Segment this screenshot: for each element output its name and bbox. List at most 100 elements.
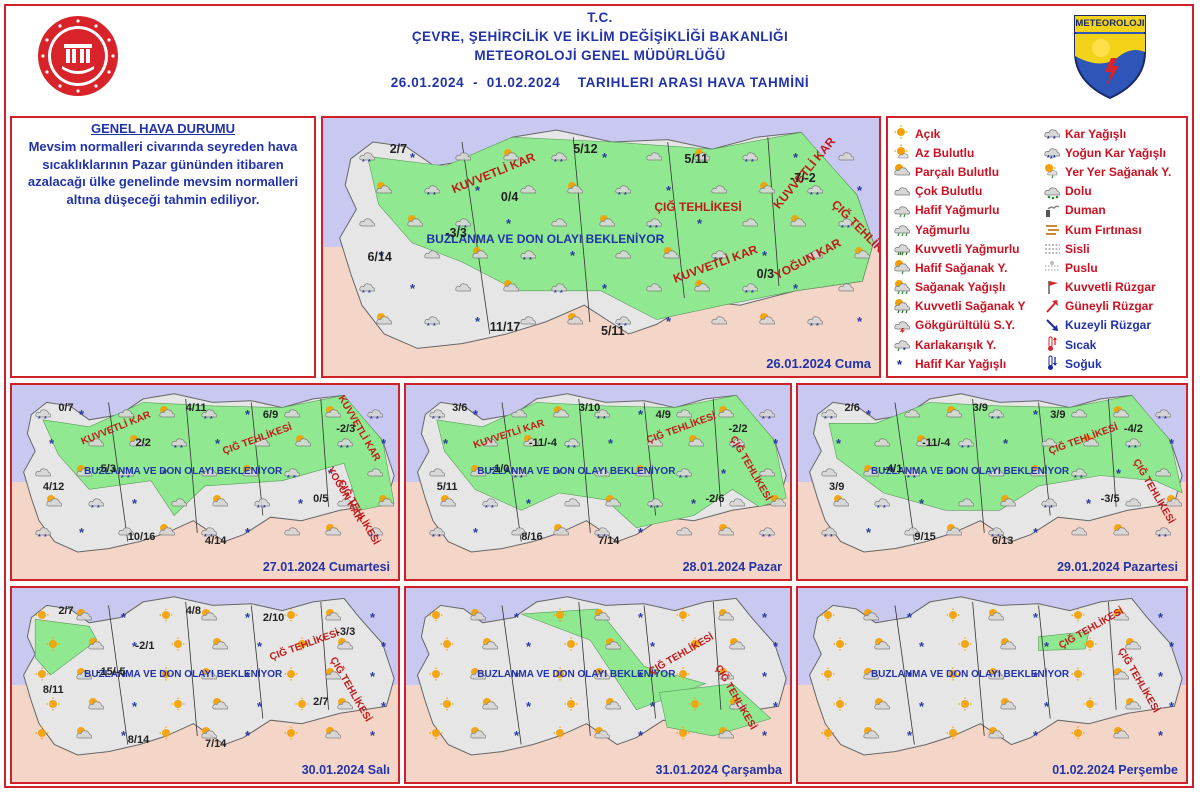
svg-text:*: *	[49, 436, 55, 451]
partly-cloudy-icon	[833, 494, 850, 511]
svg-text:*: *	[287, 475, 290, 481]
cloud-icon	[711, 312, 728, 329]
svg-text:*: *	[79, 407, 85, 422]
svg-text:*: *	[520, 475, 523, 481]
partly-cloudy-icon	[1083, 434, 1100, 451]
svg-text:*: *	[1050, 156, 1053, 161]
heavy-shower-icon	[894, 298, 911, 314]
partly-cloudy-icon	[376, 181, 393, 198]
svg-text:*: *	[697, 216, 703, 231]
partly-cloudy-icon	[325, 523, 342, 540]
svg-text:*: *	[464, 225, 467, 231]
svg-text:*: *	[1134, 445, 1137, 451]
snow-icon: * *	[807, 181, 824, 198]
temperature-value: 6/14	[367, 250, 392, 264]
partly-cloudy-icon	[790, 214, 807, 231]
svg-text:*: *	[526, 496, 532, 511]
svg-text:*: *	[1158, 728, 1164, 743]
snow-icon: * *	[201, 405, 218, 422]
frost-note: BUZLANMA VE DON OLAYI BEKLENİYOR	[477, 669, 676, 680]
region-border	[185, 601, 198, 736]
svg-text:*: *	[433, 323, 436, 329]
sun-icon	[688, 697, 705, 714]
svg-text:*: *	[526, 699, 532, 714]
south-wind-icon	[1044, 299, 1061, 314]
light-snow-icon: *	[770, 637, 787, 654]
light-snow-icon: *	[1000, 434, 1017, 451]
svg-text:*: *	[618, 192, 621, 198]
light-snow-icon: *	[916, 637, 933, 654]
frost-note: BUZLANMA VE DON OLAYI BEKLENİYOR	[426, 232, 665, 246]
svg-text:*: *	[514, 475, 517, 481]
region-border	[250, 402, 264, 516]
svg-text:*: *	[949, 466, 955, 481]
partly-cloudy-icon	[325, 726, 342, 743]
light-snow-icon: *	[407, 279, 424, 296]
partly-cloudy-icon	[76, 726, 93, 743]
light-snow-icon: *	[663, 312, 680, 329]
map-date-caption: 26.01.2024 Cuma	[766, 356, 871, 371]
legend-item: Yer Yer Sağanak Y.	[1044, 162, 1171, 181]
partly-cloudy-icon	[482, 697, 499, 714]
legend-item: * Karlakarışık Y.	[894, 335, 1026, 354]
cloud-icon	[359, 214, 376, 231]
svg-text:*: *	[624, 192, 627, 198]
svg-text:*: *	[1158, 669, 1164, 684]
partly-cloudy-icon	[854, 246, 871, 263]
region-border	[1038, 402, 1051, 516]
snow-icon: * *	[729, 434, 746, 451]
svg-text:*: *	[370, 534, 373, 540]
light-snow-icon: *	[647, 637, 664, 654]
partly-cloudy-icon	[946, 405, 963, 422]
temperature-value: 8/14	[127, 734, 150, 747]
svg-text:*: *	[824, 534, 827, 540]
svg-text:*: *	[245, 728, 251, 743]
svg-text:*: *	[597, 534, 600, 540]
light-rain-icon	[894, 203, 911, 218]
partly-cloudy-icon	[129, 434, 146, 451]
map-panel-day-1: * * * * * * * * * * * * * * * * * * * * * * * * * * * * * * * * * * * * * * * *…	[321, 116, 881, 378]
temperature-value: 0/7	[58, 402, 74, 415]
region-border	[108, 402, 129, 542]
light-snow-icon: *	[833, 434, 850, 451]
svg-text:*: *	[714, 257, 717, 263]
svg-text:*: *	[506, 216, 512, 231]
partly-cloudy-icon	[440, 494, 457, 511]
partly-cloudy-icon	[874, 697, 891, 714]
light-snow-icon: *	[254, 697, 271, 714]
light-snow-icon: *	[863, 405, 880, 422]
snow-icon: * *	[520, 246, 537, 263]
svg-text:*: *	[745, 159, 748, 165]
temperature-value: 6/9	[262, 409, 279, 422]
svg-text:*: *	[768, 416, 771, 422]
svg-text:*: *	[745, 290, 748, 296]
svg-text:*: *	[991, 534, 994, 540]
legend-label: Yağmurlu	[915, 222, 970, 237]
light-snow-icon: *	[472, 181, 489, 198]
svg-text:*: *	[376, 534, 379, 540]
light-snow-icon: *	[242, 405, 259, 422]
region-border	[320, 601, 329, 710]
svg-text:*: *	[573, 445, 576, 451]
partly-cloudy-icon	[1000, 637, 1017, 654]
svg-text:*: *	[215, 436, 221, 451]
legend-item: Kuvvetli Yağmurlu	[894, 239, 1026, 258]
snow-icon: * *	[807, 312, 824, 329]
snow-icon: * *	[1044, 126, 1061, 142]
legend-label: Kuvvetli Yağmurlu	[915, 241, 1020, 256]
temperature-value: 4/12	[42, 480, 65, 493]
partly-cloudy-icon	[337, 697, 354, 714]
cloud-icon	[646, 148, 663, 165]
svg-text:*: *	[340, 445, 343, 451]
cloud-icon	[511, 523, 528, 540]
sun-icon	[1083, 697, 1100, 714]
temperature-value: 3/10	[578, 402, 601, 415]
partly-cloudy-icon	[472, 246, 489, 263]
svg-text:*: *	[847, 225, 850, 231]
partly-cloudy-icon	[694, 279, 711, 296]
partly-cloudy-icon	[946, 523, 963, 540]
light-snow-icon: *	[1166, 637, 1183, 654]
cloud-icon	[88, 434, 105, 451]
partly-cloudy-icon	[1000, 494, 1017, 511]
svg-text:*: *	[830, 416, 833, 422]
